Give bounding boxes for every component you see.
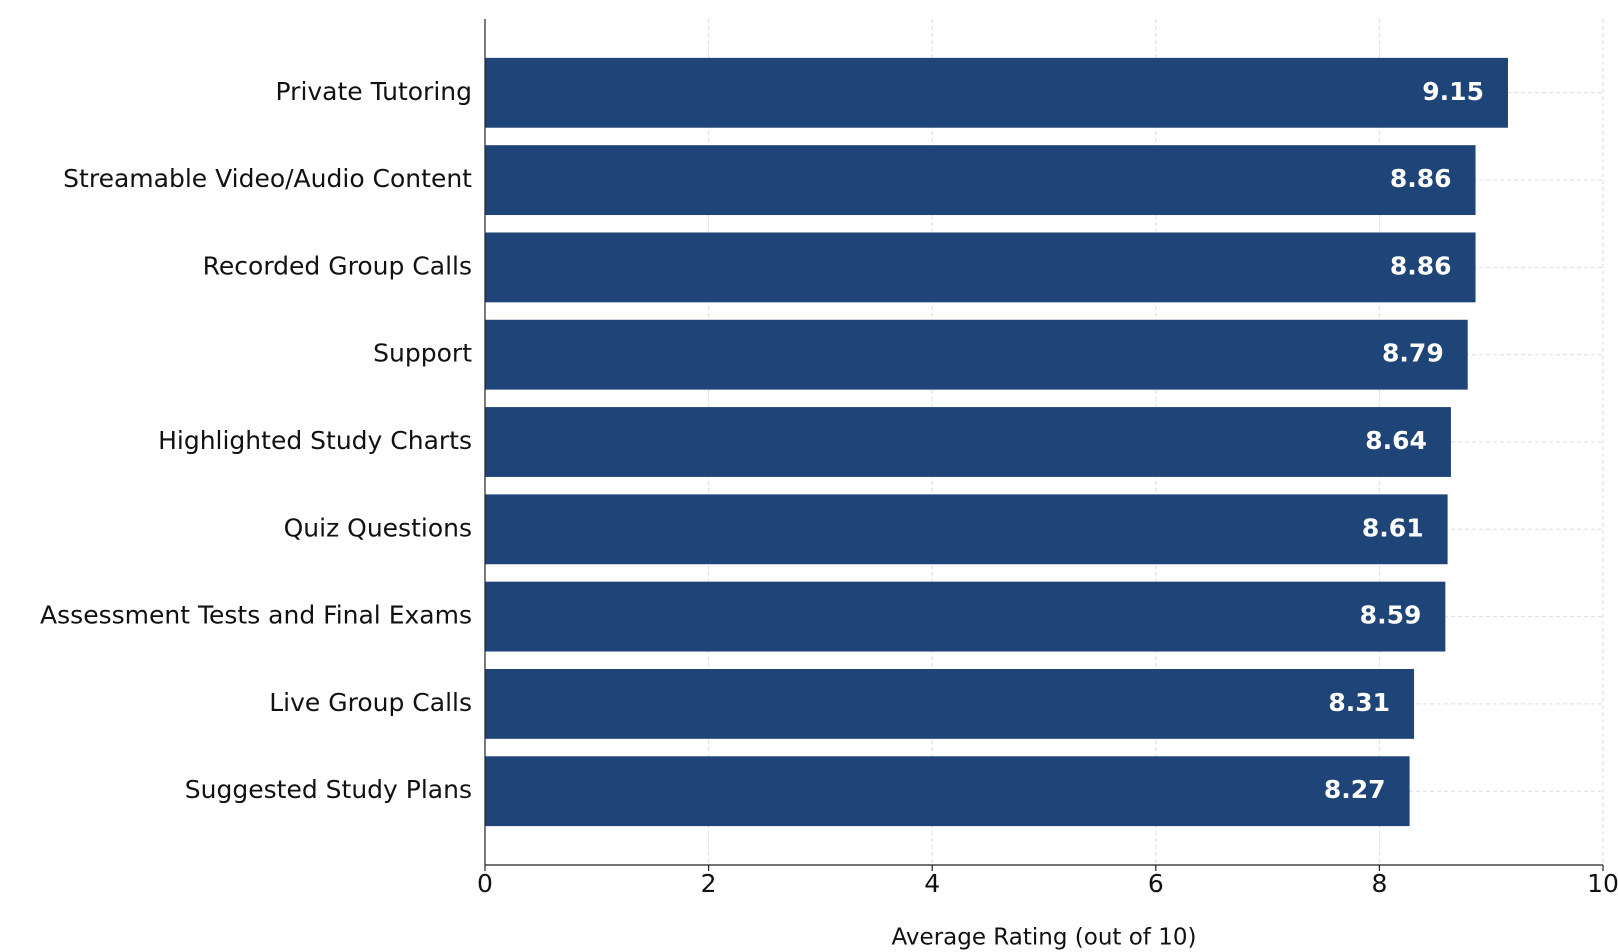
- x-tick-label: 0: [477, 869, 493, 898]
- y-tick-label: Support: [373, 339, 472, 368]
- value-label: 8.86: [1390, 251, 1452, 280]
- bar: [485, 756, 1410, 827]
- value-label: 8.64: [1365, 426, 1427, 455]
- value-label: 8.79: [1382, 339, 1444, 368]
- y-tick-label: Private Tutoring: [276, 77, 472, 106]
- value-label: 9.15: [1422, 77, 1484, 106]
- x-tick-label: 6: [1148, 869, 1164, 898]
- y-tick-label: Quiz Questions: [284, 513, 472, 542]
- value-label: 8.27: [1324, 775, 1386, 804]
- value-label: 8.31: [1328, 688, 1390, 717]
- y-tick-label: Assessment Tests and Final Exams: [40, 601, 472, 630]
- bar: [485, 668, 1415, 739]
- bar: [485, 145, 1476, 216]
- value-label: 8.61: [1362, 513, 1424, 542]
- value-label: 8.59: [1360, 601, 1422, 630]
- value-label: 8.86: [1390, 164, 1452, 193]
- x-tick-label: 2: [701, 869, 717, 898]
- y-tick-label: Streamable Video/Audio Content: [63, 164, 472, 193]
- bar: [485, 57, 1508, 128]
- x-tick-label: 4: [924, 869, 940, 898]
- bar: [485, 407, 1451, 477]
- x-tick-label: 10: [1587, 869, 1618, 898]
- y-tick-label: Live Group Calls: [269, 688, 472, 717]
- y-tick-label: Suggested Study Plans: [185, 775, 472, 804]
- x-axis-label: Average Rating (out of 10): [892, 925, 1197, 951]
- bar: [485, 319, 1468, 390]
- bar: [485, 581, 1446, 652]
- bar: [485, 494, 1448, 565]
- x-tick-label: 8: [1371, 869, 1387, 898]
- y-tick-label: Highlighted Study Charts: [158, 426, 472, 455]
- y-tick-label: Recorded Group Calls: [203, 251, 472, 280]
- bar: [485, 232, 1476, 303]
